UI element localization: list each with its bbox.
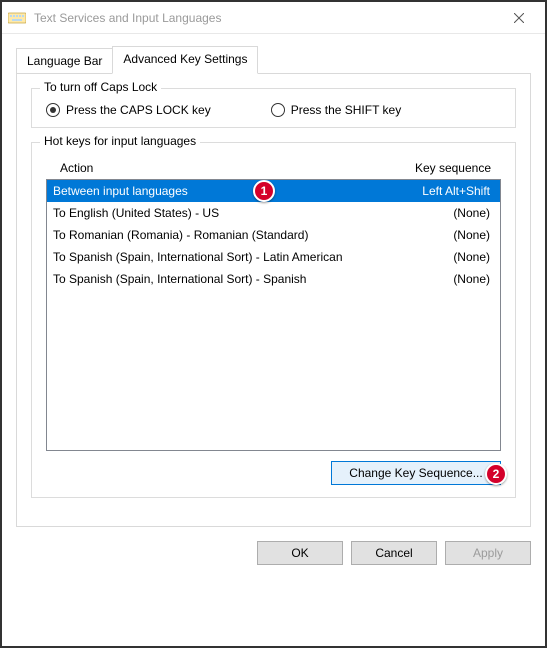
list-row[interactable]: To Spanish (Spain, International Sort) -… (47, 246, 500, 268)
list-row[interactable]: To Spanish (Spain, International Sort) -… (47, 268, 500, 290)
radio-icon (46, 103, 60, 117)
capslock-group-title: To turn off Caps Lock (40, 80, 161, 94)
change-row: Change Key Sequence... 2 (46, 461, 501, 485)
capslock-radio-row: Press the CAPS LOCK key Press the SHIFT … (46, 103, 501, 117)
row-keyseq: (None) (453, 248, 490, 266)
row-action: To Spanish (Spain, International Sort) -… (53, 248, 453, 266)
apply-button[interactable]: Apply (445, 541, 531, 565)
hotkey-list[interactable]: Between input languages Left Alt+Shift T… (46, 179, 501, 451)
row-keyseq: (None) (453, 226, 490, 244)
capslock-group: To turn off Caps Lock Press the CAPS LOC… (31, 88, 516, 128)
hotkeys-group: Hot keys for input languages Action Key … (31, 142, 516, 498)
change-key-sequence-button[interactable]: Change Key Sequence... (331, 461, 501, 485)
row-keyseq: (None) (453, 270, 490, 288)
dialog-content: Language Bar Advanced Key Settings To tu… (2, 34, 545, 527)
radio-capslock-label: Press the CAPS LOCK key (66, 103, 211, 117)
callout-1: 1 (253, 180, 275, 202)
list-row[interactable]: To English (United States) - US (None) (47, 202, 500, 224)
col-action-header: Action (60, 161, 415, 175)
radio-capslock[interactable]: Press the CAPS LOCK key (46, 103, 211, 117)
tab-advanced-key[interactable]: Advanced Key Settings (112, 46, 258, 74)
list-row[interactable]: To Romanian (Romania) - Romanian (Standa… (47, 224, 500, 246)
col-keyseq-header: Key sequence (415, 161, 491, 175)
callout-2: 2 (485, 463, 507, 485)
tab-language-bar[interactable]: Language Bar (16, 48, 113, 74)
window-title: Text Services and Input Languages (34, 11, 499, 25)
close-button[interactable] (499, 4, 539, 32)
row-keyseq: (None) (453, 204, 490, 222)
row-action: To Spanish (Spain, International Sort) -… (53, 270, 453, 288)
row-action: Between input languages (53, 182, 422, 200)
tab-strip: Language Bar Advanced Key Settings (16, 46, 531, 74)
row-action: To English (United States) - US (53, 204, 453, 222)
tab-panel: To turn off Caps Lock Press the CAPS LOC… (16, 73, 531, 527)
cancel-button[interactable]: Cancel (351, 541, 437, 565)
keyboard-icon (8, 10, 26, 26)
row-keyseq: Left Alt+Shift (422, 182, 490, 200)
row-action: To Romanian (Romania) - Romanian (Standa… (53, 226, 453, 244)
radio-icon (271, 103, 285, 117)
list-header: Action Key sequence (46, 157, 501, 179)
titlebar: Text Services and Input Languages (2, 2, 545, 34)
ok-button[interactable]: OK (257, 541, 343, 565)
radio-shift-label: Press the SHIFT key (291, 103, 401, 117)
radio-shift[interactable]: Press the SHIFT key (271, 103, 401, 117)
hotkeys-group-title: Hot keys for input languages (40, 134, 200, 148)
dialog-buttons: OK Cancel Apply (2, 527, 545, 579)
